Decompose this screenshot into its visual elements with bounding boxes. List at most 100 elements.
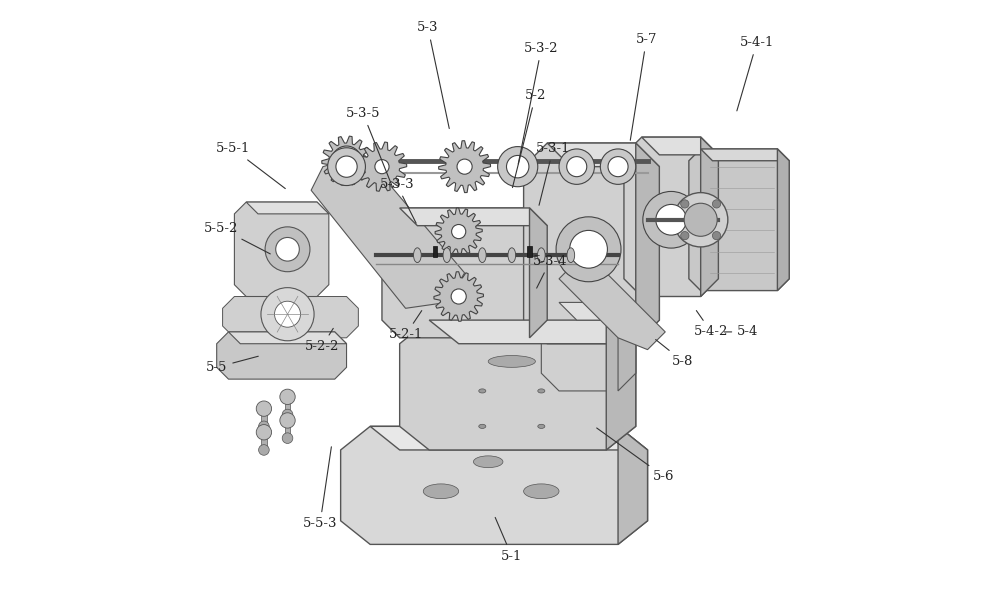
Circle shape [375,160,389,174]
Polygon shape [234,202,329,296]
Polygon shape [689,149,789,291]
Bar [261,432,267,450]
Bar [527,246,532,257]
Polygon shape [435,208,482,255]
Ellipse shape [478,248,486,263]
Polygon shape [606,320,636,450]
Polygon shape [636,143,659,344]
Polygon shape [246,202,329,214]
Circle shape [681,200,689,208]
Ellipse shape [567,248,575,263]
Circle shape [259,445,269,455]
Circle shape [256,401,272,416]
Circle shape [275,301,301,327]
Text: 5-5-3: 5-5-3 [303,447,337,530]
Polygon shape [624,137,718,296]
Circle shape [570,231,607,268]
Bar [285,420,290,438]
Circle shape [256,425,272,440]
Circle shape [336,156,357,177]
Ellipse shape [488,356,535,367]
Polygon shape [322,136,371,186]
Polygon shape [559,302,636,320]
Polygon shape [370,426,648,450]
Polygon shape [618,426,648,544]
Circle shape [339,154,354,168]
Circle shape [559,149,594,184]
Polygon shape [701,149,789,161]
Ellipse shape [414,248,421,263]
Polygon shape [777,149,789,291]
Polygon shape [357,142,407,192]
Circle shape [506,155,529,178]
Ellipse shape [524,484,559,499]
Ellipse shape [423,484,459,499]
Circle shape [498,146,538,187]
Text: 5-3-1: 5-3-1 [536,142,570,205]
Polygon shape [429,320,636,344]
Polygon shape [701,137,718,296]
Circle shape [328,148,365,186]
Circle shape [712,200,721,208]
Circle shape [681,231,689,240]
Polygon shape [400,208,547,226]
Ellipse shape [443,248,451,263]
Circle shape [259,421,269,432]
Circle shape [600,149,636,184]
Polygon shape [618,302,636,391]
Circle shape [261,288,314,341]
Circle shape [556,217,621,282]
Circle shape [332,146,361,176]
Text: 5-5-2: 5-5-2 [204,222,270,254]
Text: 5-5: 5-5 [206,356,258,374]
Polygon shape [434,272,483,321]
Polygon shape [524,143,659,344]
Text: 5-3-2: 5-3-2 [518,42,559,164]
Circle shape [282,409,293,420]
Text: 5-5-1: 5-5-1 [216,142,285,189]
Polygon shape [400,320,636,450]
Text: 5-4-2: 5-4-2 [694,311,728,339]
Ellipse shape [508,248,516,263]
Polygon shape [530,208,547,338]
Polygon shape [217,332,347,379]
Ellipse shape [479,424,486,428]
Polygon shape [439,141,491,193]
Circle shape [567,157,587,177]
Circle shape [712,231,721,240]
Ellipse shape [537,248,545,263]
Polygon shape [311,155,465,308]
Text: 5-7: 5-7 [630,33,657,141]
Circle shape [265,227,310,272]
Polygon shape [547,143,659,167]
Text: 5-3-3: 5-3-3 [379,178,416,223]
Polygon shape [559,261,665,350]
Polygon shape [541,302,636,391]
Text: 5-2-2: 5-2-2 [305,329,339,353]
Text: 5-2-1: 5-2-1 [388,311,423,342]
Bar [433,246,437,257]
Circle shape [452,225,466,238]
Text: 5-4-1: 5-4-1 [737,36,774,111]
Ellipse shape [479,389,486,393]
Circle shape [451,289,466,304]
Text: 5-3-5: 5-3-5 [346,107,393,187]
Text: 5-3-4: 5-3-4 [533,254,567,288]
Text: 5-6: 5-6 [597,428,675,483]
Text: 5-2: 5-2 [512,90,546,187]
Polygon shape [382,208,547,338]
Text: 5-1: 5-1 [495,518,522,563]
Ellipse shape [538,424,545,428]
Bar [261,409,267,426]
Circle shape [276,237,299,261]
Circle shape [674,193,728,247]
Polygon shape [228,332,347,344]
Polygon shape [223,296,358,338]
Circle shape [280,389,295,404]
Circle shape [280,413,295,428]
Text: 5-4: 5-4 [724,326,759,339]
Polygon shape [341,426,648,544]
Circle shape [684,203,717,236]
Circle shape [656,205,687,235]
Ellipse shape [538,389,545,393]
